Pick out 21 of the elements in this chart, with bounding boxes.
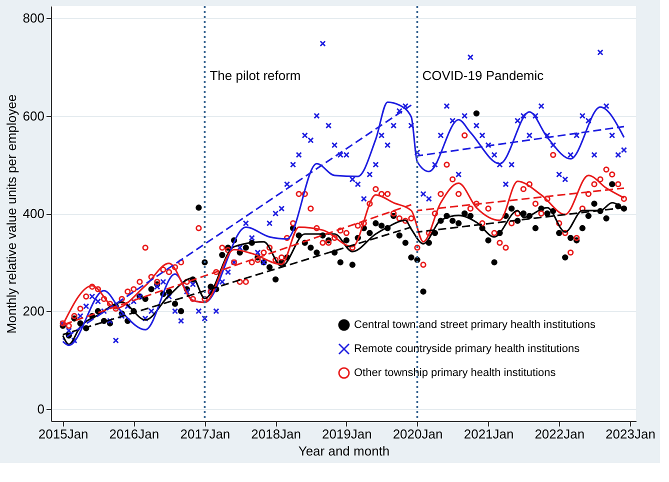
legend-label: Central town and street primary health institutions (354, 319, 596, 331)
x-tick-label: 2015Jan (38, 426, 88, 442)
ref-line-label: The pilot reform (210, 68, 301, 83)
y-tick-label: 400 (22, 206, 44, 221)
ref-line-label: COVID-19 Pandemic (422, 68, 544, 83)
x-tick-label: 2023Jan (606, 426, 656, 442)
x-tick-label: 2022Jan (534, 426, 585, 442)
y-tick-label: 0 (37, 401, 44, 416)
x-tick-label: 2020Jan (392, 426, 443, 442)
x-tick-label: 2018Jan (251, 426, 302, 442)
legend-label: Other township primary health institutions (354, 367, 556, 379)
x-tick-label: 2016Jan (109, 426, 160, 442)
x-tick-label: 2017Jan (180, 426, 230, 442)
y-tick-label: 600 (22, 108, 44, 124)
y-tick-label: 800 (22, 10, 44, 26)
x-axis-title: Year and month (298, 444, 390, 458)
x-tick-label: 2019Jan (322, 426, 372, 442)
x-tick-label: 2021Jan (464, 426, 514, 442)
legend-label: Remote countryside primary health institutions (354, 343, 580, 355)
y-tick-label: 200 (22, 304, 44, 319)
y-axis-title: Monthly relative value units per employee (4, 94, 19, 334)
